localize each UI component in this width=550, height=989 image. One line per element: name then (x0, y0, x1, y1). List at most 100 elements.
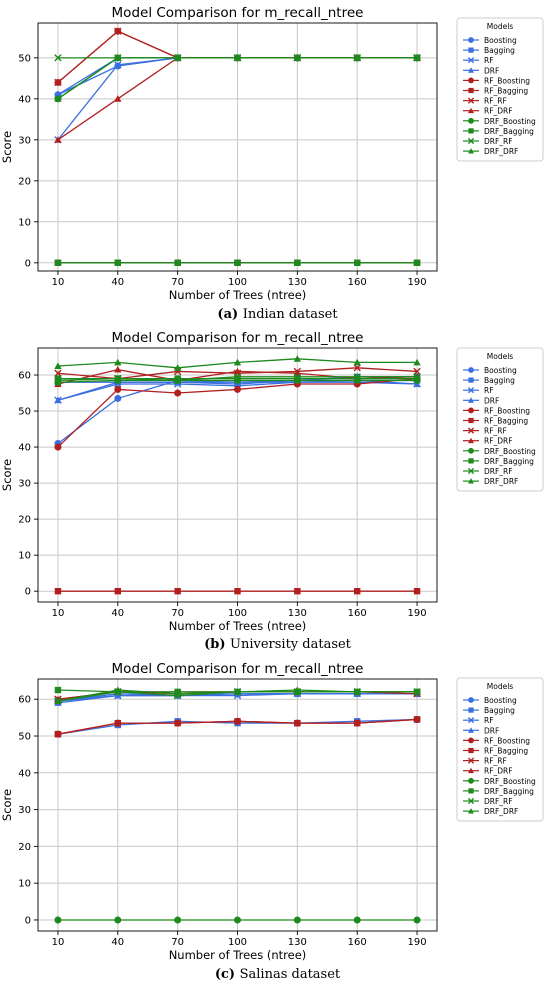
legend-marker (468, 407, 474, 414)
y-tick-label: 0 (25, 915, 31, 926)
x-axis-label: Number of Trees (ntree) (169, 619, 307, 633)
legend-marker (468, 107, 474, 114)
data-point (413, 716, 421, 723)
data-point (294, 719, 301, 727)
legend-label: DRF_RF (484, 137, 513, 146)
legend-label: DRF (484, 396, 499, 405)
legend-marker (468, 727, 474, 733)
y-tick-label: 10 (18, 217, 31, 228)
data-point (54, 916, 62, 924)
data-point (353, 358, 361, 366)
caption-text: University dataset (230, 637, 352, 652)
data-point (233, 367, 242, 375)
x-axis-label: Number of Trees (ntree) (169, 948, 307, 962)
x-tick-label: 130 (288, 937, 307, 948)
data-point (54, 136, 62, 143)
x-tick-label: 190 (408, 937, 427, 948)
data-point (293, 373, 302, 381)
legend-label: Bagging (484, 706, 515, 715)
legend-label: DRF_Boosting (484, 447, 536, 456)
caption-text: Indian dataset (243, 307, 339, 322)
data-point (174, 719, 181, 727)
data-point (114, 916, 122, 924)
legend-marker (468, 397, 474, 403)
data-point (54, 376, 62, 385)
data-point (114, 358, 122, 366)
data-point (114, 365, 122, 373)
legend-label: DRF_DRF (484, 807, 518, 816)
y-axis: 0 10 20 30 40 50 Score (0, 53, 38, 269)
caption-label: (c) (215, 967, 240, 982)
data-point (54, 369, 62, 377)
x-tick-label: 10 (52, 608, 65, 619)
y-tick-label: 50 (18, 53, 31, 64)
legend-label: RF_Bagging (484, 417, 528, 426)
legend-marker (468, 47, 474, 53)
data-point (54, 95, 62, 102)
x-tick-label: 40 (111, 608, 124, 619)
legend-box (456, 677, 544, 822)
y-tick-label: 60 (18, 371, 31, 382)
x-axis-label: Number of Trees (ntree) (169, 288, 307, 302)
data-point (54, 697, 62, 705)
legend-label: RF_DRF (484, 437, 513, 446)
x-tick-label: 70 (171, 277, 184, 288)
legend-label: RF_Boosting (484, 406, 530, 415)
legend-marker (467, 57, 475, 64)
series-group (54, 27, 421, 267)
data-point (234, 587, 241, 595)
series-drf-bagging (54, 259, 421, 267)
series-rf-bagging (54, 716, 421, 738)
data-point (233, 373, 242, 381)
data-point (174, 375, 181, 382)
y-tick-label: 0 (25, 258, 31, 269)
data-point (114, 61, 122, 69)
data-point (413, 916, 421, 924)
x-axis: 10 40 70 100 130 160 190 Number of Trees (ntree… (52, 931, 427, 962)
legend-marker (468, 478, 474, 484)
series-drf-drf (54, 54, 421, 102)
data-point (354, 259, 361, 267)
data-point (114, 587, 121, 595)
y-tick-label: 50 (18, 407, 31, 418)
legend-label: DRF_Boosting (484, 777, 536, 786)
data-point (174, 916, 182, 924)
legend-label: RF (484, 716, 494, 725)
data-point (413, 375, 421, 382)
legend-label: DRF_RF (484, 797, 513, 806)
data-point (353, 54, 361, 61)
x-tick-label: 130 (288, 608, 307, 619)
data-point (54, 78, 62, 87)
data-point (54, 587, 62, 595)
data-point (54, 375, 62, 382)
legend-marker (468, 367, 474, 373)
legend-marker (468, 77, 474, 84)
figure-caption: (c) Salinas dataset (215, 967, 341, 982)
chart-indian: Model Comparison for m_recall_ntree 10 40 7… (0, 5, 544, 322)
y-axis-label: Score (0, 789, 14, 821)
data-point (54, 54, 62, 62)
data-point (114, 54, 122, 61)
data-point (294, 375, 301, 382)
data-point (294, 587, 301, 595)
series-group (54, 355, 421, 595)
series-drf-boosting (54, 916, 421, 924)
legend-marker (467, 387, 475, 394)
data-point (174, 259, 181, 267)
data-point (173, 364, 182, 371)
chart-title: Model Comparison for m_recall_ntree (112, 661, 364, 677)
x-tick-label: 190 (408, 608, 427, 619)
chart-salinas: Model Comparison for m_recall_ntree 10 40 7… (0, 661, 544, 982)
data-point (353, 373, 361, 381)
series-drf-drf (54, 686, 421, 705)
legend-label: Boosting (484, 696, 517, 705)
x-tick-label: 160 (348, 277, 367, 288)
legend-label: Bagging (484, 376, 515, 385)
legend-label: RF_RF (484, 757, 507, 766)
data-point (114, 719, 121, 727)
legend-label: Bagging (484, 46, 515, 55)
data-point (233, 358, 242, 366)
data-point (354, 375, 361, 382)
y-tick-label: 20 (18, 842, 31, 853)
